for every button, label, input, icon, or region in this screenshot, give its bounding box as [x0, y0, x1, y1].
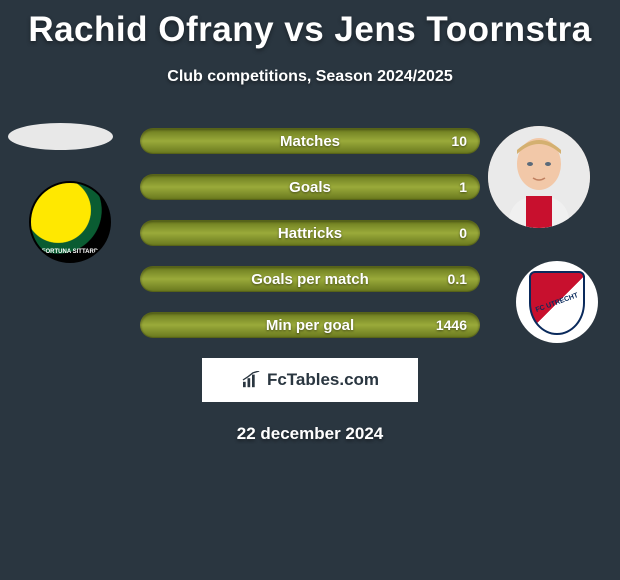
stat-value-right: 0.1 [448, 271, 467, 287]
stat-label: Min per goal [141, 317, 479, 334]
club-right-logo: FC UTRECHT [516, 261, 598, 343]
stat-label: Matches [141, 133, 479, 150]
brand-watermark: FcTables.com [202, 358, 418, 402]
season-subtitle: Club competitions, Season 2024/2025 [0, 68, 620, 86]
stat-label: Goals per match [141, 271, 479, 288]
player-left-avatar [8, 123, 113, 150]
stat-label: Hattricks [141, 225, 479, 242]
comparison-date: 22 december 2024 [0, 424, 620, 444]
club-left-name: FORTUNA SITTARD [42, 249, 98, 255]
stat-label: Goals [141, 179, 479, 196]
chart-icon [241, 371, 263, 389]
face-icon [488, 126, 590, 228]
stat-row-gpm: Goals per match 0.1 [140, 266, 480, 292]
brand-text: FcTables.com [267, 370, 379, 390]
stat-value-right: 1 [459, 179, 467, 195]
club-right-name: FC UTRECHT [535, 292, 579, 314]
comparison-title: Rachid Ofrany vs Jens Toornstra [0, 0, 620, 50]
club-left-logo: FORTUNA SITTARD [29, 181, 111, 263]
stat-row-matches: Matches 10 [140, 128, 480, 154]
stat-value-right: 0 [459, 225, 467, 241]
player-right-avatar [488, 126, 590, 228]
stat-row-mpg: Min per goal 1446 [140, 312, 480, 338]
stat-value-right: 1446 [436, 317, 467, 333]
stat-value-right: 10 [451, 133, 467, 149]
stat-row-hattricks: Hattricks 0 [140, 220, 480, 246]
stat-row-goals: Goals 1 [140, 174, 480, 200]
